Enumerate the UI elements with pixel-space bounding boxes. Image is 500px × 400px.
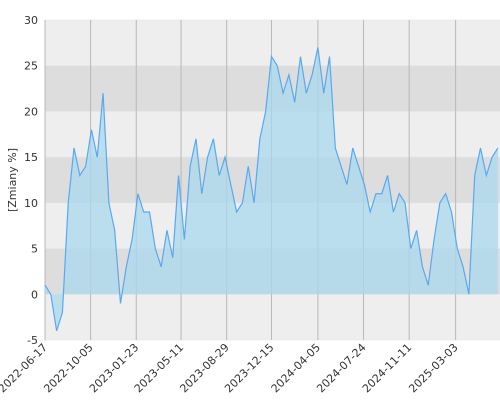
y-tick-label: 20 [24,105,38,118]
y-tick-label: 10 [24,197,38,210]
grid-band [45,294,500,340]
x-tick-label: 2025-03-03 [406,341,460,395]
y-axis-label: [Zmiany %] [6,148,19,212]
area [45,47,498,331]
line [44,47,499,332]
y-tick-label: 25 [24,60,38,73]
y-tick-label: 0 [31,288,38,301]
y-tick-label: 5 [31,243,38,256]
y-tick-label: -5 [27,334,38,347]
y-tick-label: 15 [24,151,38,164]
y-tick-label: 30 [24,14,38,27]
